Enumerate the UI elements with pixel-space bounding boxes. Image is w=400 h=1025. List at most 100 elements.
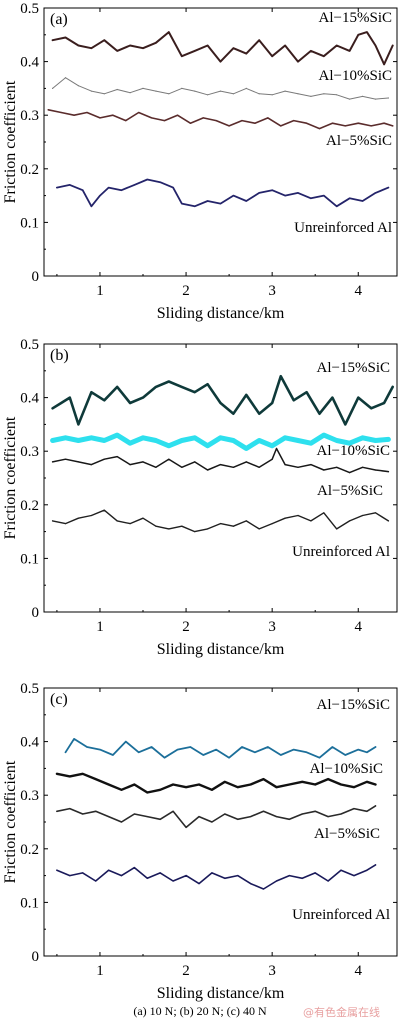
- series-point: [90, 47, 92, 49]
- series-point: [142, 47, 144, 49]
- series-point: [284, 437, 286, 439]
- series-point: [207, 528, 209, 530]
- series-point: [159, 181, 161, 183]
- series-point: [297, 439, 299, 442]
- series-point: [271, 458, 273, 460]
- series-point: [387, 520, 389, 522]
- series-point: [306, 751, 308, 753]
- series-point: [77, 439, 79, 442]
- series-point: [267, 117, 269, 119]
- series-point: [362, 466, 364, 468]
- series-point: [387, 471, 389, 473]
- series-point: [56, 773, 58, 775]
- series-point: [383, 402, 385, 404]
- panel-label: (c): [50, 691, 68, 708]
- series-point: [245, 394, 247, 396]
- series-point: [155, 42, 157, 44]
- series-point: [288, 875, 290, 877]
- series-point: [284, 195, 286, 197]
- y-tick-label: 0.4: [20, 735, 39, 751]
- series-point: [116, 88, 118, 91]
- series-point: [82, 773, 84, 775]
- series-point: [90, 464, 92, 466]
- y-tick-label: 0.1: [20, 215, 39, 231]
- y-tick-label: 0.4: [20, 391, 39, 407]
- series-point: [77, 461, 79, 463]
- series-point: [198, 883, 200, 885]
- series-point: [301, 813, 303, 815]
- x-tick-label: 3: [268, 963, 276, 979]
- series-point: [362, 514, 364, 517]
- series-annotation: Al−15%SiC: [317, 697, 390, 713]
- series-point: [120, 189, 123, 191]
- series-point: [374, 783, 377, 786]
- series-point: [207, 44, 209, 47]
- series-point: [207, 94, 209, 96]
- series-point: [151, 117, 153, 119]
- y-tick-label: 0.4: [20, 55, 39, 71]
- series-point: [318, 128, 321, 130]
- series-point: [323, 469, 325, 471]
- series-point: [314, 810, 316, 812]
- series-point: [60, 111, 62, 114]
- series-point: [108, 783, 110, 786]
- series-point: [366, 751, 368, 753]
- x-tick-label: 4: [355, 283, 363, 299]
- series-point: [185, 786, 187, 788]
- series-point: [336, 94, 338, 96]
- series-point: [349, 472, 351, 474]
- series-point: [211, 872, 213, 874]
- series-point: [142, 517, 144, 519]
- series-point: [133, 783, 135, 786]
- series-point: [219, 402, 222, 404]
- series-point: [64, 437, 67, 439]
- series-point: [362, 200, 364, 202]
- series-point: [90, 437, 92, 439]
- series-annotation: Al−10%SiC: [319, 68, 392, 84]
- series-point: [172, 783, 174, 786]
- series-line-2: [51, 447, 390, 474]
- series-point: [133, 867, 135, 869]
- series-point: [224, 781, 226, 783]
- series-point: [159, 872, 161, 874]
- series-point: [262, 888, 265, 890]
- series-point: [374, 512, 377, 514]
- series-annotation: Al−10%SiC: [317, 443, 390, 459]
- series-point: [366, 810, 368, 812]
- series-point: [181, 203, 183, 205]
- series-point: [288, 818, 290, 820]
- y-tick-label: 0.5: [20, 337, 39, 353]
- series-point: [224, 813, 226, 815]
- series-point: [176, 749, 179, 751]
- panel-label: (a): [50, 11, 68, 28]
- series-point: [275, 816, 278, 818]
- series-point: [129, 402, 131, 404]
- series-point: [129, 442, 131, 444]
- series-line-0: [51, 374, 395, 426]
- series-point: [245, 461, 247, 463]
- series-point: [168, 528, 170, 530]
- series-annotation: Al−5%SiC: [317, 483, 383, 499]
- series-point: [336, 528, 338, 530]
- series-point: [293, 749, 295, 751]
- series-point: [284, 517, 286, 519]
- series-point: [159, 789, 161, 791]
- series-point: [245, 87, 247, 89]
- y-tick-label: 0.2: [20, 842, 39, 858]
- series-point: [254, 122, 256, 124]
- y-tick-label: 0.2: [20, 498, 39, 514]
- series-point: [155, 386, 157, 388]
- series-point: [228, 757, 230, 759]
- series-point: [237, 875, 239, 877]
- series-point: [142, 461, 144, 463]
- series-point: [306, 122, 308, 124]
- series-point: [146, 877, 148, 879]
- series-point: [357, 749, 359, 751]
- y-tick-label: 0.5: [20, 1, 39, 17]
- series-point: [207, 469, 209, 471]
- x-tick-label: 4: [355, 619, 363, 635]
- y-tick-label: 0.5: [20, 681, 39, 697]
- series-line-0: [64, 738, 377, 759]
- series-point: [258, 439, 260, 442]
- panel-label: (b): [50, 347, 69, 364]
